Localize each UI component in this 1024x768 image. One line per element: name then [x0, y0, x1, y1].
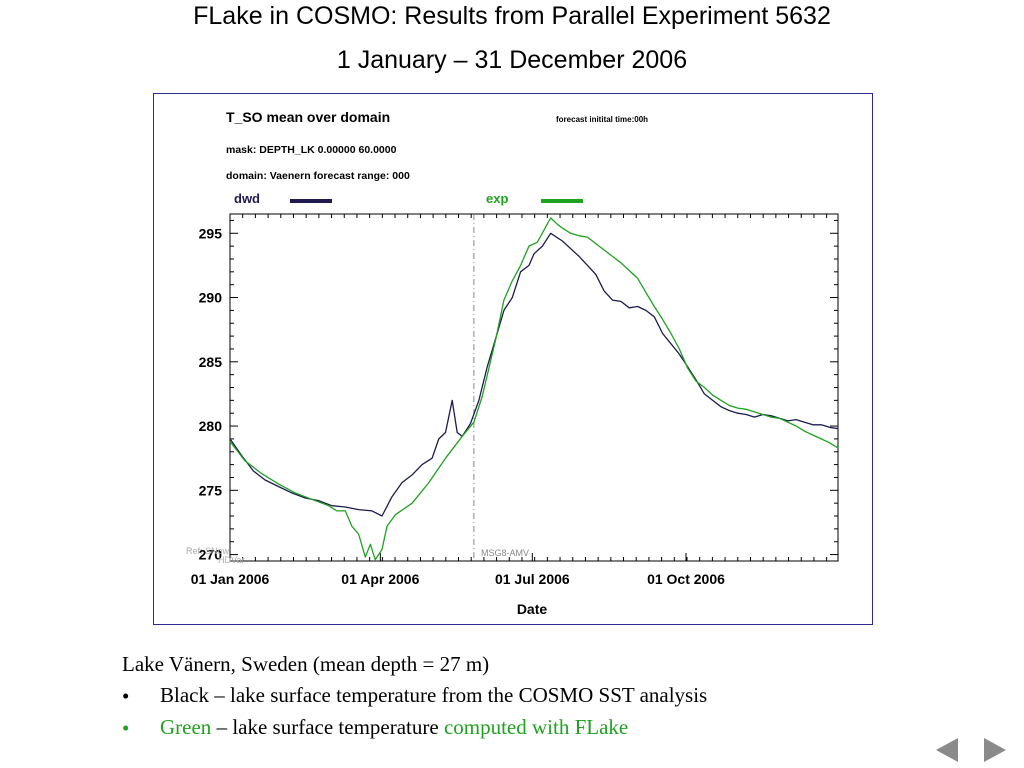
- domain-label: domain: Vaenern forecast range: 000: [226, 170, 410, 182]
- chart-svg: T_SO mean over domain forecast initital …: [186, 109, 839, 617]
- caption-green-item: Green – lake surface temperature compute…: [160, 715, 628, 740]
- caption-green-tail: computed with FLake: [443, 715, 629, 739]
- triangle-right-icon[interactable]: [984, 738, 1006, 762]
- y-tick-label: 295: [199, 225, 223, 241]
- x-tick-label: 01 Jul 2006: [495, 571, 570, 587]
- bullet-2: •: [122, 716, 130, 740]
- panel-title: T_SO mean over domain: [226, 109, 390, 125]
- plot-area: 270 275 280 285 290 295 01 Jan 2006 01 Apr 2006…: [191, 213, 839, 587]
- series-dwd-line: [229, 232, 839, 517]
- chart-frame: T_SO mean over domain forecast initital …: [153, 93, 873, 625]
- annotation-hdvar: HDVar: [218, 555, 244, 565]
- x-tick-label: 01 Jan 2006: [191, 571, 270, 587]
- y-tick-label: 270: [199, 547, 223, 563]
- bullet-1: •: [122, 684, 130, 708]
- forecast-time-label: forecast initital time:00h: [556, 115, 648, 124]
- x-tick-label: 01 Oct 2006: [647, 571, 725, 587]
- caption-green-word: Green: [160, 715, 212, 739]
- annotation-ref: Ref: SNow: [186, 546, 230, 556]
- caption-lake: Lake Vänern, Sweden (mean depth = 27 m): [122, 652, 490, 676]
- x-tick-label: 01 Apr 2006: [341, 571, 419, 587]
- triangle-left-icon[interactable]: [936, 738, 958, 762]
- caption-green-mid: – lake surface temperature: [211, 715, 444, 739]
- slide-title: FLake in COSMO: Results from Parallel Ex…: [193, 2, 831, 30]
- y-tick-label: 285: [199, 354, 223, 370]
- y-tick-label: 290: [199, 290, 223, 306]
- legend-exp-label: exp: [486, 191, 508, 206]
- plot-border: [229, 213, 839, 562]
- annotation-msg8: MSG8-AMV: [481, 548, 529, 558]
- legend-dwd-label: dwd: [234, 191, 260, 206]
- mask-label: mask: DEPTH_LK 0.00000 60.0000: [226, 144, 397, 156]
- series-exp-line: [229, 217, 839, 561]
- y-tick-label: 275: [199, 482, 223, 498]
- slide-subtitle-dates: 1 January – 31 December 2006: [336, 46, 688, 74]
- y-tick-label: 280: [199, 418, 223, 434]
- caption-black-item: Black – lake surface temperature from th…: [160, 683, 708, 707]
- x-axis-title: Date: [517, 601, 548, 617]
